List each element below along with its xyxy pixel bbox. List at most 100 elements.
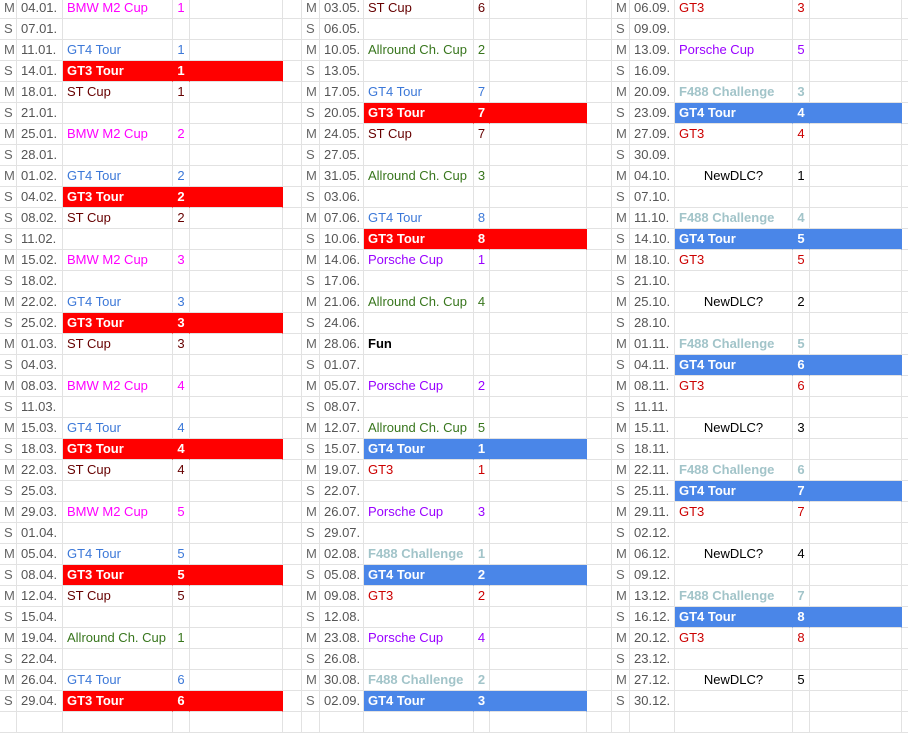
- event-cell: [675, 271, 793, 292]
- empty-cell: [190, 607, 283, 628]
- day-cell: M: [0, 544, 17, 565]
- number-cell: [474, 271, 490, 292]
- event-cell: F488 Challenge: [675, 586, 793, 607]
- date-cell: 27.05.: [320, 145, 364, 166]
- day-cell: M: [302, 292, 320, 313]
- day-cell: M: [302, 334, 320, 355]
- empty-cell: [283, 376, 302, 397]
- date-cell: 14.01.: [17, 61, 63, 82]
- empty-cell: [190, 292, 283, 313]
- date-cell: 01.07.: [320, 355, 364, 376]
- number-cell: 5: [173, 502, 190, 523]
- empty-cell: [587, 0, 612, 19]
- number-cell: [173, 481, 190, 502]
- date-cell: 11.02.: [17, 229, 63, 250]
- empty-cell: [810, 166, 902, 187]
- date-cell: 06.12.: [630, 544, 675, 565]
- event-cell: Porsche Cup: [675, 40, 793, 61]
- empty-cell: [190, 670, 283, 691]
- empty-cell: [587, 586, 612, 607]
- empty-cell: [190, 376, 283, 397]
- number-cell: 3: [173, 313, 190, 334]
- day-cell: S: [0, 187, 17, 208]
- date-cell: 26.04.: [17, 670, 63, 691]
- empty-cell: [902, 208, 908, 229]
- empty-cell: [587, 208, 612, 229]
- empty-cell: [283, 292, 302, 313]
- empty-cell: [587, 544, 612, 565]
- empty-cell: [490, 40, 587, 61]
- date-cell: 29.03.: [17, 502, 63, 523]
- event-cell: BMW M2 Cup: [63, 376, 173, 397]
- empty-cell: [902, 19, 908, 40]
- day-cell: M: [612, 166, 630, 187]
- empty-cell: [810, 460, 902, 481]
- day-cell: S: [0, 397, 17, 418]
- number-cell: 6: [793, 355, 810, 376]
- empty-cell: [587, 691, 612, 712]
- event-cell: GT4 Tour: [675, 355, 793, 376]
- date-cell: 11.03.: [17, 397, 63, 418]
- event-cell: GT3 Tour: [63, 61, 173, 82]
- event-cell: GT4 Tour: [63, 670, 173, 691]
- empty-cell: [283, 460, 302, 481]
- empty-cell: [810, 607, 902, 628]
- empty-cell: [587, 19, 612, 40]
- event-cell: Allround Ch. Cup: [63, 628, 173, 649]
- event-cell: NewDLC?: [675, 544, 793, 565]
- empty-cell: [587, 166, 612, 187]
- day-cell: S: [612, 19, 630, 40]
- empty-cell: [490, 586, 587, 607]
- empty-cell: [190, 544, 283, 565]
- event-cell: [364, 187, 474, 208]
- event-cell: [364, 397, 474, 418]
- number-cell: [793, 313, 810, 334]
- number-cell: [793, 523, 810, 544]
- empty-cell: [587, 670, 612, 691]
- empty-cell: [810, 691, 902, 712]
- event-cell: [63, 271, 173, 292]
- number-cell: 5: [793, 40, 810, 61]
- event-cell: GT4 Tour: [675, 607, 793, 628]
- day-cell: S: [612, 271, 630, 292]
- event-cell: [63, 481, 173, 502]
- day-cell: S: [612, 103, 630, 124]
- empty-cell: [190, 229, 283, 250]
- date-cell: 06.05.: [320, 19, 364, 40]
- empty-cell: [490, 166, 587, 187]
- date-cell: 21.10.: [630, 271, 675, 292]
- day-cell: S: [302, 229, 320, 250]
- day-cell: M: [0, 376, 17, 397]
- empty-cell: [490, 607, 587, 628]
- date-cell: 17.06.: [320, 271, 364, 292]
- date-cell: 12.04.: [17, 586, 63, 607]
- date-cell: 02.12.: [630, 523, 675, 544]
- empty-cell: [490, 61, 587, 82]
- number-cell: [793, 397, 810, 418]
- date-cell: 14.10.: [630, 229, 675, 250]
- day-cell: M: [302, 628, 320, 649]
- empty-cell: [810, 208, 902, 229]
- day-cell: M: [0, 82, 17, 103]
- number-cell: 8: [793, 628, 810, 649]
- event-cell: [63, 103, 173, 124]
- empty-cell: [810, 0, 902, 19]
- date-cell: 09.09.: [630, 19, 675, 40]
- empty-cell: [490, 712, 587, 733]
- day-cell: S: [302, 481, 320, 502]
- empty-cell: [587, 355, 612, 376]
- event-cell: [675, 145, 793, 166]
- empty-cell: [810, 82, 902, 103]
- event-cell: [364, 145, 474, 166]
- day-cell: S: [612, 523, 630, 544]
- empty-cell: [587, 418, 612, 439]
- empty-cell: [190, 502, 283, 523]
- day-cell: M: [0, 124, 17, 145]
- date-cell: 13.09.: [630, 40, 675, 61]
- empty-cell: [810, 544, 902, 565]
- day-cell: S: [612, 481, 630, 502]
- empty-cell: [190, 187, 283, 208]
- number-cell: [793, 19, 810, 40]
- day-cell: M: [0, 670, 17, 691]
- number-cell: [474, 61, 490, 82]
